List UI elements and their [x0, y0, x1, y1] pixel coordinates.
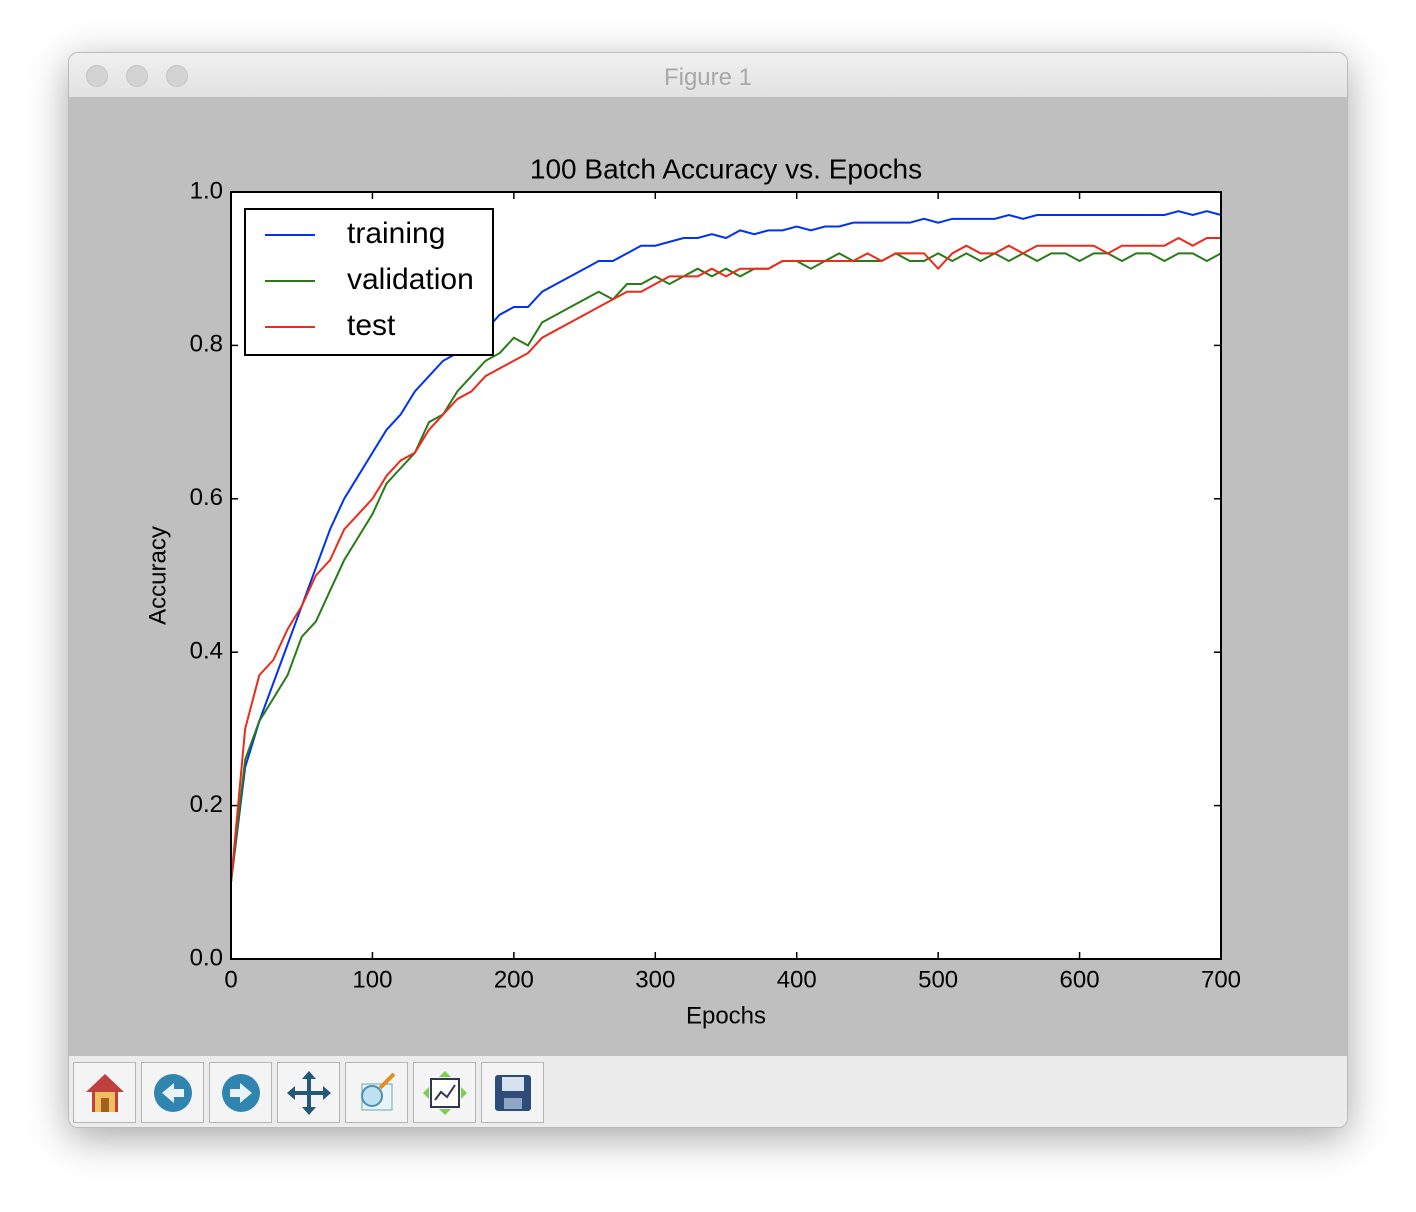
chart-title: 100 Batch Accuracy vs. Epochs: [530, 153, 922, 184]
toolbar: [69, 1056, 1347, 1127]
series-line: [230, 236, 1221, 883]
x-tick-label: 300: [635, 966, 675, 993]
x-tick-label: 600: [1060, 966, 1100, 993]
pan-button[interactable]: [277, 1062, 340, 1123]
zoom-rect-button[interactable]: [345, 1062, 408, 1123]
series-line: [230, 210, 1222, 883]
x-tick-label: 700: [1201, 966, 1241, 993]
x-tick-label: 200: [494, 966, 534, 993]
y-axis-label: Accuracy: [144, 526, 171, 625]
y-tick-label: 0.8: [190, 331, 223, 358]
chart: 100 Batch Accuracy vs. Epochs Epochs Accur…: [69, 97, 1347, 1056]
y-tick-label: 0.0: [190, 944, 223, 971]
title-bar: Figure 1: [69, 53, 1347, 98]
home-button[interactable]: [73, 1062, 136, 1123]
x-tick-label: 100: [352, 966, 392, 993]
subplots-button[interactable]: [413, 1062, 476, 1123]
y-tick-label: 0.6: [190, 484, 223, 511]
window-title: Figure 1: [663, 64, 753, 91]
y-tick-label: 1.0: [190, 177, 223, 204]
legend-label: test: [347, 309, 396, 342]
legend-label: training: [347, 217, 445, 250]
x-tick-label: 500: [918, 966, 958, 993]
forward-button[interactable]: [209, 1062, 272, 1123]
close-button[interactable]: [86, 65, 108, 87]
y-tick-label: 0.4: [190, 638, 223, 665]
series-line: [230, 252, 1222, 883]
y-tick-label: 0.2: [190, 791, 223, 818]
x-tick-label: 400: [777, 966, 817, 993]
zoom-button[interactable]: [166, 65, 188, 87]
minimize-button[interactable]: [126, 65, 148, 87]
legend-label: validation: [347, 263, 474, 296]
x-tick-label: 0: [224, 966, 237, 993]
x-axis-label: Epochs: [686, 1002, 766, 1029]
window: Figure 1 100 Batch Accuracy vs. Epochs Ep…: [68, 52, 1348, 1128]
save-button[interactable]: [481, 1062, 544, 1123]
plot-frame: [230, 191, 1222, 960]
back-button[interactable]: [141, 1062, 204, 1123]
